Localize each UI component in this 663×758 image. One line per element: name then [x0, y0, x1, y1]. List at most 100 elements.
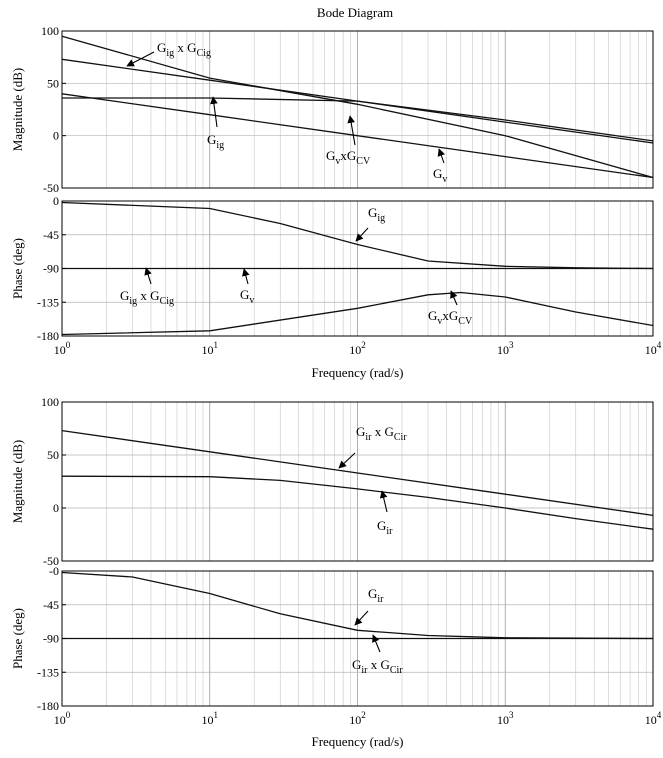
annotation-sub: ig	[216, 140, 224, 151]
annotation-sub: v	[249, 295, 254, 306]
annotation-label: Gv	[240, 287, 254, 306]
x-tick-label: 102	[349, 340, 366, 357]
annotation-label: Gig	[368, 205, 385, 224]
y-axis-label: Magnitude (dB)	[10, 440, 25, 523]
tick-exponent: 1	[214, 710, 219, 720]
annotation-sub2: Cir	[394, 432, 407, 443]
series-line-2	[61, 475, 654, 530]
y-tick-label: 50	[47, 448, 59, 462]
y-tick-label: -45	[43, 598, 59, 612]
x-tick-label: 100	[54, 340, 71, 357]
annotation-sub: v	[335, 156, 340, 167]
y-tick-label: -90	[43, 632, 59, 646]
series-line-2	[61, 35, 654, 179]
tick-base: 10	[645, 713, 657, 727]
y-tick-label: -180	[37, 699, 59, 713]
annotation-arrow	[126, 51, 155, 67]
annotation-arrow	[338, 452, 356, 469]
x-tick-label: 103	[497, 340, 514, 357]
series-line-1	[61, 571, 654, 640]
annotation-label: Gir x GCir	[352, 657, 403, 676]
tick-base: 10	[497, 343, 509, 357]
annotation-sub: ig	[377, 213, 385, 224]
y-tick-label: -135	[37, 295, 59, 309]
annotation-arrow	[450, 290, 458, 306]
annotation-sub2: CV	[458, 316, 473, 327]
tick-base: 10	[349, 713, 361, 727]
series-line-1	[61, 429, 654, 517]
annotation-mid: xG	[340, 148, 356, 163]
tick-exponent: 2	[361, 340, 366, 350]
series-line-3	[61, 291, 654, 336]
annotation-main: G	[377, 518, 386, 533]
annotation-mid: x G	[174, 40, 196, 55]
x-axis-label: Frequency (rad/s)	[311, 365, 403, 380]
annotation-sub2: Cig	[197, 48, 211, 59]
tick-exponent: 4	[657, 340, 662, 350]
annotation-mid: x G	[368, 657, 390, 672]
annotation-main: G	[433, 166, 442, 181]
tick-base: 10	[645, 343, 657, 357]
y-tick-label: -0	[49, 564, 59, 578]
annotation-label: GvxGCV	[326, 148, 371, 167]
annotation-sub: ir	[361, 665, 368, 676]
annotation-main: G	[157, 40, 166, 55]
y-axis-label: Magnitude (dB)	[10, 68, 25, 151]
annotation-sub: v	[437, 316, 442, 327]
y-tick-label: 0	[53, 501, 59, 515]
annotation-mid: x G	[137, 288, 159, 303]
y-tick-label: -135	[37, 665, 59, 679]
annotation-sub: v	[442, 174, 447, 185]
y-axis-label: Phase (deg)	[10, 238, 25, 299]
x-tick-label: 103	[497, 710, 514, 727]
series-line-4	[61, 93, 654, 179]
annotation-sub2: CV	[356, 156, 371, 167]
annotation-sub2: Cir	[390, 665, 403, 676]
tick-base: 10	[202, 713, 214, 727]
annotation-sub: ir	[377, 594, 384, 605]
x-tick-label: 104	[645, 340, 662, 357]
tick-exponent: 0	[66, 340, 71, 350]
annotation-label: Gir	[368, 586, 384, 605]
y-tick-label: 100	[41, 24, 59, 38]
annotation-main: G	[207, 132, 216, 147]
annotation-arrow	[379, 490, 388, 513]
x-tick-label: 104	[645, 710, 662, 727]
annotation-sub: ig	[129, 296, 137, 307]
y-tick-label: 0	[53, 194, 59, 208]
annotation-label: GvxGCV	[428, 308, 473, 327]
annotation-main: G	[326, 148, 335, 163]
annotation-arrow	[437, 148, 445, 164]
annotation-mid: x G	[372, 424, 394, 439]
y-tick-label: 100	[41, 395, 59, 409]
annotation-arrow	[210, 96, 218, 128]
tick-base: 10	[54, 713, 66, 727]
x-tick-label: 101	[202, 710, 219, 727]
annotation-main: G	[368, 586, 377, 601]
annotation-main: G	[368, 205, 377, 220]
tick-exponent: 3	[509, 340, 514, 350]
tick-base: 10	[349, 343, 361, 357]
figure-title: Bode Diagram	[317, 5, 393, 20]
y-tick-label: -50	[43, 554, 59, 568]
annotation-arrow	[242, 268, 250, 285]
x-tick-label: 100	[54, 710, 71, 727]
x-tick-label: 102	[349, 710, 366, 727]
annotation-main: G	[240, 287, 249, 302]
annotation-arrow	[144, 267, 152, 285]
y-axis-label: Phase (deg)	[10, 608, 25, 669]
tick-exponent: 2	[361, 710, 366, 720]
tick-exponent: 3	[509, 710, 514, 720]
series-line-3	[62, 97, 654, 142]
x-tick-label: 101	[202, 340, 219, 357]
y-tick-label: -45	[43, 228, 59, 242]
annotation-main: G	[120, 288, 129, 303]
tick-exponent: 1	[214, 340, 219, 350]
annotation-sub: ir	[365, 432, 372, 443]
y-tick-label: -90	[43, 262, 59, 276]
annotation-arrow	[372, 634, 381, 653]
annotation-main: G	[356, 424, 365, 439]
